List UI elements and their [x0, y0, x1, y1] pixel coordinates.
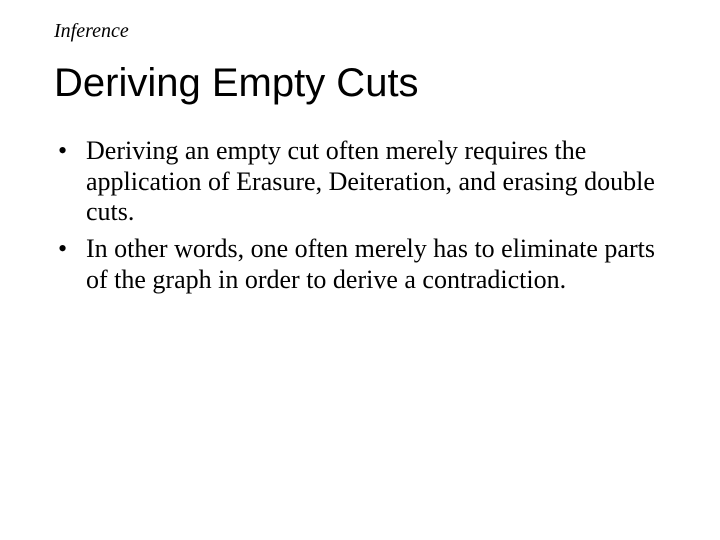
list-item: Deriving an empty cut often merely requi… — [54, 136, 680, 228]
list-item: In other words, one often merely has to … — [54, 234, 680, 295]
bullet-list: Deriving an empty cut often merely requi… — [54, 136, 680, 295]
slide: Inference Deriving Empty Cuts Deriving a… — [0, 0, 720, 540]
breadcrumb: Inference — [54, 20, 680, 43]
slide-body: Deriving an empty cut often merely requi… — [54, 136, 680, 295]
slide-title: Deriving Empty Cuts — [54, 61, 680, 106]
